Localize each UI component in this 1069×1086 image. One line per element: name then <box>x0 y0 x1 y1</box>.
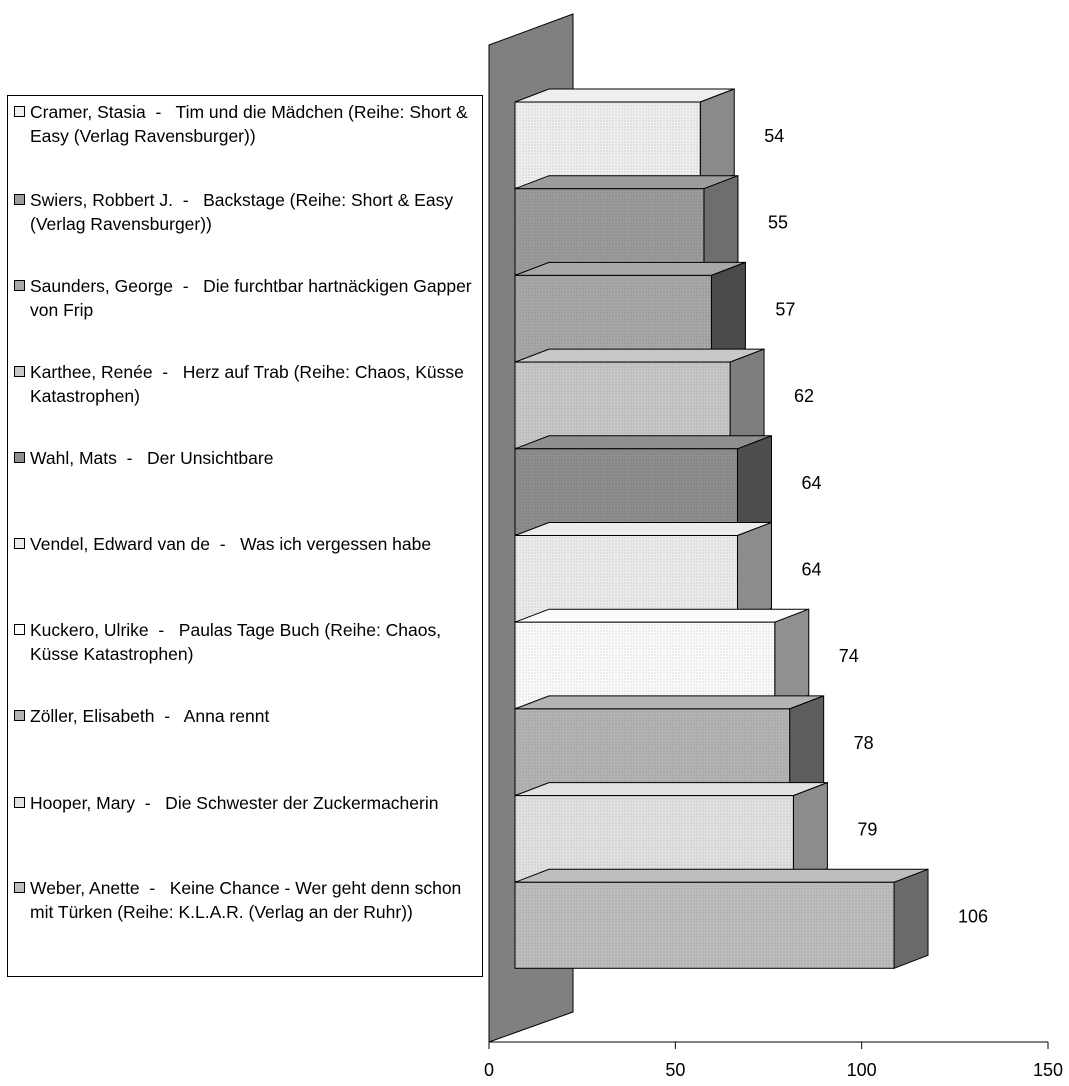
legend-label: Wahl, Mats - Der Unsichtbare <box>30 448 274 468</box>
legend-label: Kuckero, Ulrike - Paulas Tage Buch (Reih… <box>30 620 446 664</box>
data-label: 55 <box>768 213 788 233</box>
bar-side-face <box>703 174 739 276</box>
legend-label: Weber, Anette - Keine Chance - Wer geht … <box>30 878 467 922</box>
bar-side-face <box>729 348 765 449</box>
data-label: 64 <box>802 473 822 493</box>
data-label: 106 <box>958 906 988 926</box>
legend-label: Cramer, Stasia - Tim und die Mädchen (Re… <box>30 102 473 146</box>
bar-texture <box>515 795 794 882</box>
bar-top-face <box>514 175 739 190</box>
bar-side-face <box>737 435 773 536</box>
bar-texture <box>515 622 775 709</box>
legend-swatch <box>14 366 25 377</box>
legend-swatch <box>14 280 25 291</box>
bar-texture <box>515 882 895 969</box>
bar-top-face <box>514 522 772 536</box>
x-tick-label: 0 <box>484 1060 494 1080</box>
bar-side-face <box>893 868 929 970</box>
bar-top-face <box>514 261 746 276</box>
legend-label: Swiers, Robbert J. - Backstage (Reihe: S… <box>30 190 458 234</box>
x-tick-label: 150 <box>1033 1060 1063 1080</box>
data-label: 78 <box>854 733 874 753</box>
bar-texture <box>515 275 712 362</box>
bar-texture <box>515 448 738 535</box>
bar-side-face <box>789 695 825 796</box>
legend-swatch <box>14 106 25 117</box>
bar-side-face <box>774 608 810 709</box>
legend-swatch <box>14 538 25 549</box>
bar-top-face <box>514 88 735 103</box>
bar-side-face <box>710 261 746 363</box>
bar-texture <box>515 362 731 449</box>
legend-label: Zöller, Elisabeth - Anna rennt <box>30 706 270 726</box>
legend-swatch <box>14 624 25 635</box>
legend-swatch <box>14 194 25 205</box>
bar-top-face <box>514 435 772 450</box>
legend-swatch <box>14 882 25 893</box>
legend-label: Karthee, Renée - Herz auf Trab (Reihe: C… <box>30 362 469 406</box>
bar-texture <box>515 188 704 275</box>
x-tick-label: 100 <box>847 1060 877 1080</box>
bar-texture <box>515 102 701 188</box>
bar-top-face <box>514 868 929 883</box>
data-label: 57 <box>775 299 795 319</box>
x-tick-label: 50 <box>665 1060 685 1080</box>
legend-label: Saunders, George - Die furchtbar hartnäc… <box>30 276 477 320</box>
legend: Cramer, Stasia - Tim und die Mädchen (Re… <box>7 95 483 977</box>
bar-top-face <box>514 608 809 623</box>
bar-texture <box>515 708 790 795</box>
data-label: 62 <box>794 386 814 406</box>
legend-swatch <box>14 452 25 463</box>
bar-top-face <box>514 348 765 363</box>
legend-label: Hooper, Mary - Die Schwester der Zuckerm… <box>30 793 439 813</box>
bar-side-face <box>699 88 735 189</box>
bar-side-face <box>737 521 773 623</box>
bar-texture <box>515 535 738 622</box>
data-label: 64 <box>802 560 822 580</box>
data-label: 74 <box>839 646 859 666</box>
bar-top-face <box>514 782 828 797</box>
bar-side-face <box>792 781 828 883</box>
legend-swatch <box>14 710 25 721</box>
legend-label: Vendel, Edward van de - Was ich vergesse… <box>30 534 432 554</box>
bar-top-face <box>514 695 824 710</box>
data-label: 79 <box>857 820 877 840</box>
data-label: 54 <box>764 126 784 146</box>
legend-swatch <box>14 797 25 808</box>
